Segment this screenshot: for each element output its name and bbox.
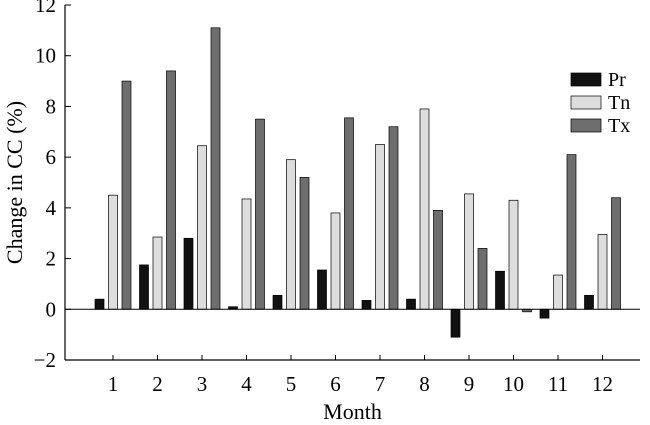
legend-label-pr: Pr (608, 69, 626, 91)
x-tick-label: 11 (548, 372, 568, 396)
bar-tx-month-1 (121, 80, 132, 310)
x-tick-label: 2 (152, 372, 163, 396)
axes-frame (64, 5, 640, 361)
y-axis-label: Change in CC (%) (2, 101, 27, 264)
bar-pr-month-6 (317, 269, 327, 310)
bar-pr-month-2 (139, 264, 149, 310)
bar-pr-month-11 (539, 308, 550, 319)
bar-tn-month-11 (553, 274, 563, 310)
x-tick-label: 3 (197, 372, 208, 396)
legend-label-tx: Tx (608, 115, 630, 137)
bars-layer (94, 27, 621, 338)
bar-pr-month-3 (183, 237, 194, 310)
bar-tn-month-10 (508, 199, 519, 310)
x-tick-label: 1 (108, 372, 119, 396)
bar-tn-month-6 (330, 212, 341, 310)
bar-tx-month-3 (210, 27, 221, 310)
y-tick-label: 0 (46, 297, 57, 321)
legend-swatch-tn (570, 95, 602, 110)
x-tick-label: 9 (464, 372, 475, 396)
bar-tn-month-2 (152, 236, 163, 310)
bar-tx-month-6 (344, 117, 354, 310)
bar-pr-month-5 (272, 294, 283, 310)
bar-tx-month-4 (255, 118, 265, 310)
x-tick-label: 12 (592, 372, 613, 396)
y-tick-label: 4 (46, 196, 57, 220)
bar-pr-month-1 (94, 298, 105, 310)
bar-tn-month-7 (375, 144, 385, 310)
y-tick-label: 6 (46, 145, 57, 169)
bar-tx-month-11 (566, 154, 577, 310)
bar-tx-month-5 (299, 177, 310, 310)
legend-swatch-tx (570, 118, 602, 133)
bar-tn-month-9 (464, 193, 474, 310)
bar-pr-month-12 (584, 294, 594, 310)
bar-pr-month-7 (361, 300, 372, 310)
y-tick-label: 2 (46, 247, 57, 271)
bar-tx-month-12 (611, 197, 621, 310)
bar-tx-month-2 (166, 70, 176, 310)
legend-swatch-pr (570, 72, 602, 87)
x-tick-label: 8 (419, 372, 430, 396)
y-tick-label: 10 (35, 44, 56, 68)
bar-pr-month-8 (406, 298, 416, 310)
bar-tn-month-5 (286, 159, 296, 310)
bar-tn-month-12 (597, 234, 608, 310)
x-tick-label: 10 (503, 372, 524, 396)
y-tick-label: 8 (46, 94, 57, 118)
x-axis-label: Month (323, 399, 382, 424)
x-axis-ticks: 1 2 3 4 5 6 7 8 9 10 11 12 (108, 355, 613, 396)
y-tick-label: 12 (35, 0, 56, 17)
bar-pr-month-10 (495, 270, 505, 310)
legend-label-tn: Tn (608, 92, 630, 114)
x-tick-label: 5 (286, 372, 297, 396)
bar-tn-month-3 (197, 145, 207, 310)
x-tick-label: 7 (375, 372, 386, 396)
bar-tx-month-9 (477, 248, 488, 310)
bar-pr-month-9 (450, 308, 461, 338)
bar-tn-month-4 (241, 198, 252, 310)
bar-tn-month-8 (419, 108, 430, 310)
bar-tx-month-8 (433, 210, 443, 310)
x-tick-label: 6 (330, 372, 341, 396)
y-tick-label: −2 (34, 348, 56, 372)
x-tick-label: 4 (241, 372, 252, 396)
bar-tx-month-7 (388, 126, 399, 310)
y-axis-ticks: −2 0 2 4 6 8 10 12 (34, 0, 71, 372)
bar-tn-month-1 (108, 194, 118, 310)
